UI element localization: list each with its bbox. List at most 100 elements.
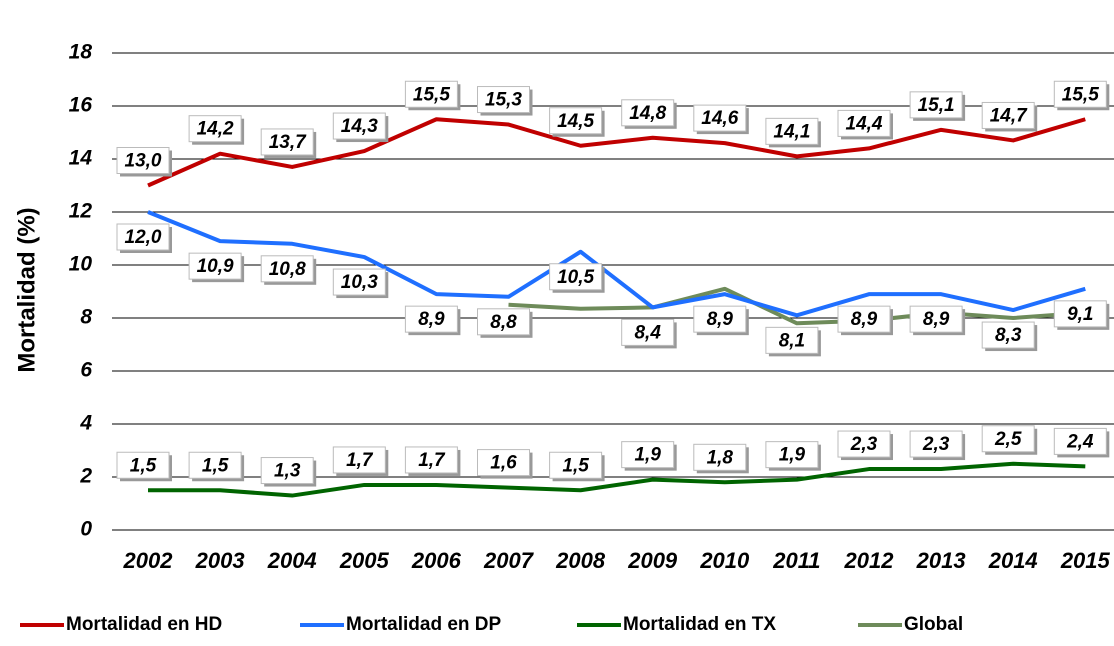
value-label-box <box>188 252 242 280</box>
value-label: 14,6 <box>701 108 738 129</box>
x-tick-label: 2009 <box>627 548 678 573</box>
value-label: 14,4 <box>846 113 883 134</box>
value-label-box <box>332 112 386 140</box>
value-label: 14,8 <box>629 103 666 124</box>
value-label-box <box>765 326 819 354</box>
y-tick-label: 4 <box>79 412 92 435</box>
value-label-box <box>621 99 675 127</box>
value-label: 2,5 <box>994 429 1022 450</box>
x-tick-label: 2011 <box>772 548 820 573</box>
value-label: 1,5 <box>202 455 229 476</box>
value-label-box <box>909 305 963 333</box>
y-tick-label: 2 <box>79 465 92 488</box>
value-label: 8,9 <box>707 309 734 330</box>
value-label-box <box>1053 300 1107 328</box>
value-label-box <box>1053 427 1107 455</box>
value-label-box <box>837 430 891 458</box>
value-label: 8,9 <box>418 309 445 330</box>
value-label-box <box>981 101 1035 129</box>
value-label-box <box>404 446 458 474</box>
value-label-box <box>332 446 386 474</box>
value-label-box <box>260 255 314 283</box>
value-label: 14,7 <box>990 105 1028 126</box>
value-label-box <box>404 80 458 108</box>
value-label: 12,0 <box>125 227 162 248</box>
value-label-box <box>909 430 963 458</box>
y-tick-label: 16 <box>69 94 93 117</box>
x-tick-label: 2014 <box>988 548 1038 573</box>
x-tick-label: 2002 <box>123 548 174 573</box>
value-label: 8,3 <box>995 325 1022 346</box>
value-label-box <box>116 147 170 174</box>
series-line <box>148 461 1086 498</box>
value-label: 15,5 <box>1062 84 1099 105</box>
value-label: 1,5 <box>562 455 589 476</box>
x-tick-label: 2004 <box>267 548 317 573</box>
value-label-box <box>549 107 603 135</box>
value-label: 14,1 <box>773 121 810 142</box>
value-label-box <box>621 441 675 469</box>
y-axis-label: Mortalidad (%) <box>13 207 40 372</box>
value-label-box <box>116 451 170 479</box>
value-label: 10,9 <box>197 256 234 277</box>
value-label: 1,7 <box>418 450 446 471</box>
value-label-box <box>693 443 747 471</box>
value-label: 13,0 <box>125 151 162 172</box>
value-label: 2,4 <box>1066 431 1094 452</box>
value-label: 10,5 <box>557 267 594 288</box>
value-label-box <box>765 441 819 469</box>
y-tick-label: 18 <box>69 41 93 64</box>
value-label-box <box>909 91 963 119</box>
x-tick-label: 2012 <box>844 548 895 573</box>
x-tick-label: 2003 <box>195 548 245 573</box>
value-label-box <box>404 305 458 333</box>
series-line <box>147 117 1086 188</box>
x-tick-label: 2006 <box>411 548 462 573</box>
x-tick-label: 2015 <box>1060 548 1111 573</box>
value-label: 8,8 <box>490 312 517 333</box>
y-tick-label: 12 <box>69 200 93 223</box>
value-label: 1,7 <box>346 450 374 471</box>
value-label: 8,9 <box>923 309 950 330</box>
value-label-box <box>549 263 603 291</box>
x-tick-label: 2007 <box>483 548 535 573</box>
legend-label: Mortalidad en HD <box>66 614 222 635</box>
value-label-box <box>260 128 314 156</box>
value-label-box <box>477 308 530 336</box>
value-label: 15,1 <box>918 95 955 116</box>
value-label: 8,4 <box>634 322 661 343</box>
value-label-box <box>837 109 891 137</box>
value-label: 1,8 <box>707 447 734 468</box>
value-label-box <box>837 305 891 333</box>
y-tick-label: 10 <box>69 253 93 276</box>
value-label-box <box>332 268 386 296</box>
value-label: 13,7 <box>269 132 307 153</box>
value-label-box <box>981 425 1035 453</box>
value-label-box <box>549 451 603 479</box>
y-tick-label: 14 <box>69 147 93 170</box>
value-label-box <box>260 457 314 485</box>
series-line <box>147 210 1086 318</box>
y-tick-label: 6 <box>80 359 92 382</box>
value-label-box <box>477 449 530 477</box>
value-label-box <box>693 104 747 132</box>
series-line <box>508 286 1086 326</box>
y-tick-label: 0 <box>80 518 92 541</box>
value-label-box <box>477 86 530 114</box>
value-label: 1,5 <box>130 455 157 476</box>
x-tick-label: 2013 <box>916 548 966 573</box>
value-label: 14,2 <box>197 119 234 140</box>
value-label: 8,9 <box>851 309 878 330</box>
x-tick-label: 2005 <box>339 548 390 573</box>
value-label-box <box>188 451 242 479</box>
value-label: 1,9 <box>779 445 806 466</box>
value-label-box <box>1053 80 1107 108</box>
value-label: 10,3 <box>341 272 378 293</box>
y-tick-label: 8 <box>80 306 92 329</box>
value-label-box <box>765 117 819 145</box>
legend-label: Global <box>904 614 963 635</box>
value-label: 8,1 <box>779 330 805 351</box>
value-label-box <box>621 318 675 346</box>
value-label-box <box>188 115 242 143</box>
legend-label: Mortalidad en TX <box>623 614 776 635</box>
